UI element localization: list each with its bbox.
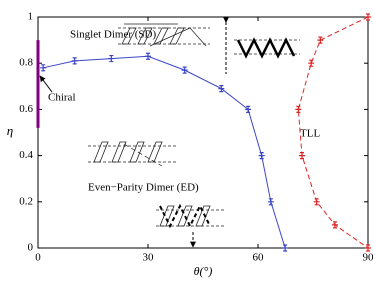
x-tick-label: 30	[143, 252, 155, 264]
data-point	[218, 85, 225, 93]
y-tick-label: 0.2	[19, 195, 33, 207]
data-point	[267, 198, 274, 206]
data-point	[71, 57, 78, 65]
data-point	[258, 152, 265, 160]
data-point	[245, 105, 252, 113]
y-tick-label: 1	[28, 11, 34, 23]
annotation: Chiral	[48, 92, 76, 104]
x-tick-label: 90	[363, 252, 374, 264]
plot-frame	[37, 16, 369, 249]
data-point	[108, 54, 115, 63]
data-point	[282, 244, 289, 252]
data-point	[40, 64, 47, 72]
inset-bottom	[156, 203, 226, 229]
arrow-head	[223, 17, 229, 23]
inset-sd	[118, 23, 210, 47]
data-point	[295, 105, 302, 113]
data-point	[317, 36, 324, 44]
data-point	[332, 221, 338, 229]
annotation: TLL	[300, 128, 320, 140]
data-point	[365, 13, 371, 21]
y-tick-label: 0.8	[19, 57, 33, 69]
chiral-arrow	[39, 75, 53, 93]
y-axis-label: η	[7, 123, 13, 138]
data-point	[181, 66, 188, 74]
annotation: Even−Parity Dimer (ED)	[88, 182, 199, 194]
x-tick-label: 60	[253, 252, 265, 264]
data-point	[365, 244, 371, 252]
x-tick-label: 0	[35, 252, 41, 264]
data-point	[308, 59, 315, 67]
y-tick-label: 0.6	[19, 103, 33, 115]
series-line	[43, 55, 286, 249]
y-tick-label: 0	[28, 242, 34, 254]
x-axis-label: θ(°)	[194, 264, 213, 278]
inset-tll	[234, 37, 300, 59]
data-point	[313, 198, 320, 206]
inset-ed	[88, 141, 178, 167]
annotation: Singlet Dimer (SD)	[70, 29, 156, 41]
series-line	[297, 16, 369, 249]
y-tick-label: 0.4	[19, 149, 33, 161]
data-point	[299, 152, 305, 160]
data-point	[145, 52, 151, 60]
